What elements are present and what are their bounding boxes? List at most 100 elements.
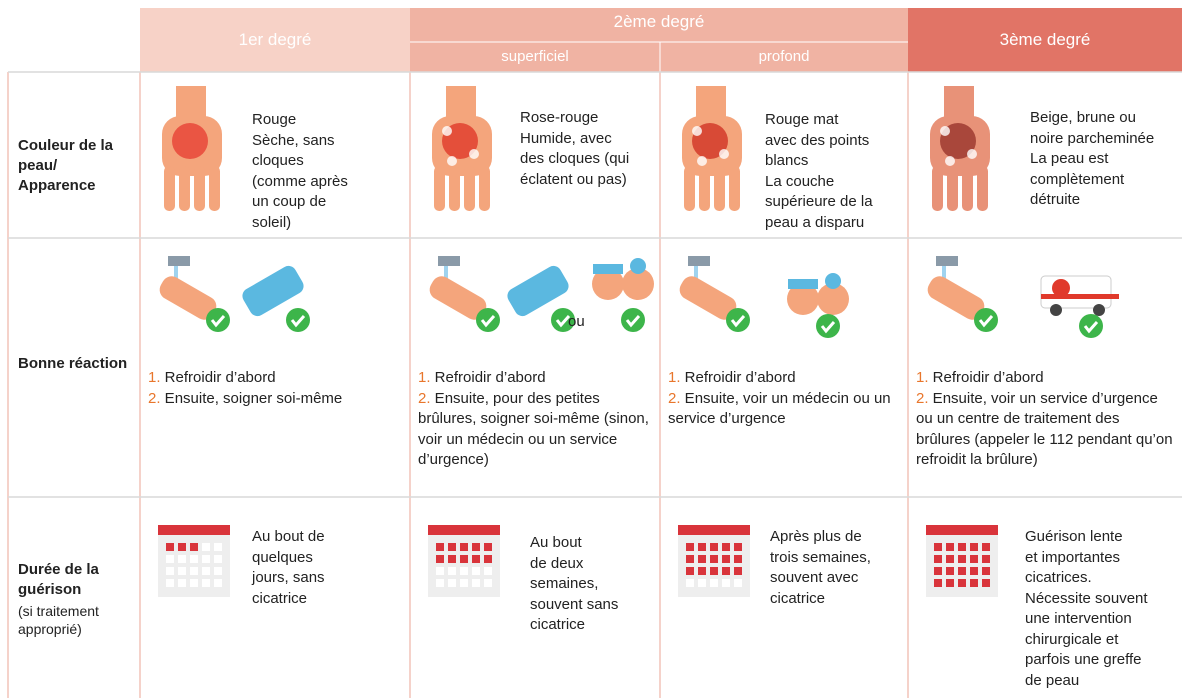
check-icon bbox=[476, 308, 500, 332]
calendar-day bbox=[698, 555, 706, 563]
doctor-icon bbox=[593, 264, 623, 274]
calendar-day bbox=[710, 567, 718, 575]
hand-icon bbox=[947, 166, 958, 211]
calendar-day bbox=[190, 543, 198, 551]
header-subdegree: superficiel bbox=[501, 48, 569, 65]
calendar-day bbox=[202, 567, 210, 575]
check-icon bbox=[978, 315, 994, 328]
ambulance-icon bbox=[1052, 279, 1070, 297]
calendar-day bbox=[958, 543, 966, 551]
cell-text: Rouge bbox=[252, 111, 297, 128]
calendar-day bbox=[958, 579, 966, 587]
calendar-day bbox=[710, 579, 718, 587]
cell-text: (comme après bbox=[252, 172, 348, 190]
calendar-day bbox=[734, 543, 742, 551]
cell-text: La couche bbox=[765, 172, 835, 190]
row-label: Couleur de la peau/ Apparence bbox=[18, 137, 114, 194]
calendar-day bbox=[214, 543, 222, 551]
calendar-day bbox=[734, 555, 742, 563]
cell-text: peau a disparu bbox=[765, 213, 865, 231]
check-icon bbox=[206, 308, 230, 332]
calendar-day bbox=[178, 579, 186, 587]
calendar-day bbox=[166, 543, 174, 551]
doctor-icon bbox=[630, 258, 646, 274]
doctor-icon bbox=[787, 283, 819, 315]
cell-text: jours, sans bbox=[252, 569, 325, 586]
burn-spot bbox=[172, 123, 208, 159]
check-icon bbox=[726, 308, 750, 332]
calendar-day bbox=[970, 567, 978, 575]
cell-text: Guérison lente bbox=[1025, 528, 1123, 545]
calendar-day bbox=[448, 543, 456, 551]
step-text: 2. Ensuite, voir un médecin ou un servic… bbox=[668, 389, 900, 430]
calendar-day bbox=[722, 579, 730, 587]
cell-text: Rose-rouge bbox=[520, 109, 599, 126]
doctor-icon bbox=[825, 273, 841, 289]
calendar-day bbox=[710, 555, 718, 563]
calendar-day bbox=[686, 555, 694, 563]
cell-text: cicatrice bbox=[530, 616, 586, 633]
cell-text: Humide, avec bbox=[520, 129, 612, 147]
calendar-day bbox=[436, 543, 444, 551]
calendar-day bbox=[472, 543, 480, 551]
header-bg bbox=[908, 8, 1182, 72]
step-number: 1. bbox=[668, 369, 681, 386]
calendar-day bbox=[946, 543, 954, 551]
check-icon bbox=[974, 308, 998, 332]
calendar-day bbox=[166, 567, 174, 575]
arm-icon bbox=[927, 276, 985, 320]
calendar-day bbox=[190, 579, 198, 587]
check-icon bbox=[290, 315, 306, 328]
calendar-day bbox=[448, 579, 456, 587]
calendar-day bbox=[484, 543, 492, 551]
blister bbox=[719, 149, 729, 159]
step-label: Refroidir d’abord bbox=[928, 369, 1044, 386]
calendar-day bbox=[484, 567, 492, 575]
cell-text: trois semaines, bbox=[770, 548, 871, 566]
step-text: 1. Refroidir d’abord bbox=[418, 368, 652, 389]
step-text: 2. Ensuite, voir un service d’urgence ou… bbox=[916, 389, 1174, 471]
cell-text: et importantes bbox=[1025, 548, 1121, 566]
blister bbox=[692, 126, 702, 136]
hand-icon bbox=[977, 166, 988, 211]
calendar-day bbox=[934, 543, 942, 551]
cell-text: semaines, bbox=[530, 575, 599, 592]
cell-text: complètement bbox=[1030, 170, 1125, 188]
cell-text: soleil) bbox=[252, 213, 292, 231]
calendar-day bbox=[484, 555, 492, 563]
calendar-day bbox=[448, 567, 456, 575]
hand-icon bbox=[449, 166, 460, 211]
bandage-icon bbox=[507, 265, 569, 317]
cell-text: Après plus de bbox=[770, 528, 862, 545]
check-icon bbox=[625, 315, 641, 328]
calendar-day bbox=[484, 579, 492, 587]
calendar-icon bbox=[678, 525, 750, 535]
calendar-day bbox=[214, 555, 222, 563]
cell-text: Rouge mat bbox=[765, 111, 839, 128]
step-label: Refroidir d’abord bbox=[680, 369, 796, 386]
hand-icon bbox=[209, 166, 220, 211]
ambulance-icon bbox=[1093, 304, 1105, 316]
calendar-day bbox=[698, 543, 706, 551]
step-number: 1. bbox=[916, 369, 929, 386]
calendar-day bbox=[436, 567, 444, 575]
calendar-day bbox=[472, 567, 480, 575]
step-label: Ensuite, voir un médecin ou un service d… bbox=[668, 389, 891, 428]
calendar-day bbox=[166, 555, 174, 563]
cell-text: noire parcheminée bbox=[1030, 129, 1155, 147]
cell-text: Nécessite souvent bbox=[1025, 589, 1148, 607]
calendar-day bbox=[686, 579, 694, 587]
step-text: 1. Refroidir d’abord bbox=[916, 368, 1174, 389]
calendar-day bbox=[734, 567, 742, 575]
calendar-day bbox=[214, 579, 222, 587]
check-icon bbox=[730, 315, 746, 328]
cell-text: de peau bbox=[1025, 671, 1080, 689]
blister bbox=[967, 149, 977, 159]
hand-icon bbox=[164, 166, 175, 211]
calendar-day bbox=[202, 555, 210, 563]
calendar-day bbox=[970, 543, 978, 551]
step-text: 1. Refroidir d’abord bbox=[668, 368, 900, 389]
calendar-day bbox=[472, 579, 480, 587]
cell-text: parfois une greffe bbox=[1025, 651, 1142, 668]
